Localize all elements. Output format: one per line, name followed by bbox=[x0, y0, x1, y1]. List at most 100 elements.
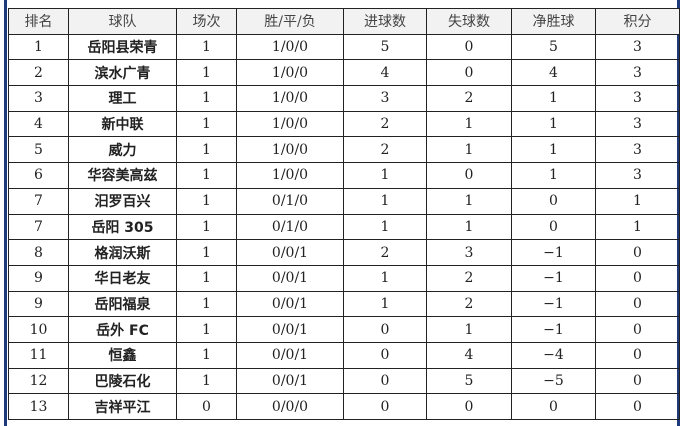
cell-goal-diff: 0 bbox=[511, 213, 596, 241]
cell-goals-against: 0 bbox=[426, 59, 512, 87]
cell-goal-diff: 1 bbox=[511, 85, 596, 112]
cell-played: 1 bbox=[176, 341, 237, 369]
cell-goals-for: 2 bbox=[343, 239, 427, 266]
cell-goal-diff: 4 bbox=[511, 59, 596, 87]
cell-goals-against: 2 bbox=[426, 85, 512, 112]
cell-goals-for: 1 bbox=[343, 213, 427, 241]
cell-played: 1 bbox=[176, 264, 237, 292]
cell-goal-diff: −1 bbox=[511, 264, 596, 292]
cell-rank: 4 bbox=[8, 110, 69, 138]
cell-goals-against: 1 bbox=[426, 110, 512, 138]
cell-rank: 8 bbox=[8, 239, 69, 266]
table-row: 3 理工 1 1/0/0 3 2 1 3 bbox=[8, 85, 680, 112]
cell-win-draw-loss: 0/0/1 bbox=[236, 341, 344, 369]
cell-points: 0 bbox=[595, 341, 680, 369]
cell-points: 3 bbox=[595, 162, 680, 189]
cell-team: 岳外 FC bbox=[68, 316, 177, 343]
cell-goals-for: 1 bbox=[343, 187, 427, 215]
table-row: 10 岳外 FC 1 0/0/1 0 1 −1 0 bbox=[8, 316, 680, 343]
cell-points: 3 bbox=[595, 110, 680, 138]
cell-rank: 1 bbox=[8, 33, 69, 61]
cell-played: 1 bbox=[176, 33, 237, 61]
cell-goals-for: 4 bbox=[343, 59, 427, 87]
table-row: 9 岳阳福泉 1 0/0/1 1 2 −1 0 bbox=[8, 290, 680, 318]
standings-table: 排名 球队 场次 胜/平/负 进球数 失球数 净胜球 积分 1 岳阳县荣青 1 1/0/0 5 0 5 3 2… bbox=[8, 8, 680, 420]
cell-goals-for: 0 bbox=[343, 367, 427, 395]
cell-team: 理工 bbox=[68, 85, 177, 112]
cell-rank: 10 bbox=[8, 316, 69, 343]
cell-team: 华容美高兹 bbox=[68, 162, 177, 189]
header-win-draw-loss: 胜/平/负 bbox=[236, 8, 344, 35]
cell-played: 1 bbox=[176, 136, 237, 164]
cell-played: 1 bbox=[176, 239, 237, 266]
cell-rank: 13 bbox=[8, 393, 69, 420]
cell-points: 0 bbox=[595, 239, 680, 266]
cell-goals-for: 5 bbox=[343, 33, 427, 61]
cell-team: 滨水广青 bbox=[68, 59, 177, 87]
cell-goal-diff: −1 bbox=[511, 316, 596, 343]
cell-goals-against: 2 bbox=[426, 290, 512, 318]
cell-goal-diff: −4 bbox=[511, 341, 596, 369]
cell-goals-for: 1 bbox=[343, 290, 427, 318]
cell-goal-diff: 1 bbox=[511, 162, 596, 189]
cell-win-draw-loss: 1/0/0 bbox=[236, 136, 344, 164]
cell-goals-for: 2 bbox=[343, 136, 427, 164]
cell-goals-against: 2 bbox=[426, 264, 512, 292]
cell-goal-diff: 0 bbox=[511, 187, 596, 215]
cell-played: 1 bbox=[176, 213, 237, 241]
cell-played: 1 bbox=[176, 110, 237, 138]
header-points: 积分 bbox=[595, 8, 680, 35]
header-row: 排名 球队 场次 胜/平/负 进球数 失球数 净胜球 积分 bbox=[8, 8, 680, 35]
cell-team: 格润沃斯 bbox=[68, 239, 177, 266]
cell-goals-against: 1 bbox=[426, 316, 512, 343]
cell-team: 华日老友 bbox=[68, 264, 177, 292]
cell-rank: 3 bbox=[8, 85, 69, 112]
table-row: 7 汨罗百兴 1 0/1/0 1 1 0 1 bbox=[8, 187, 680, 215]
cell-points: 0 bbox=[595, 290, 680, 318]
cell-points: 1 bbox=[595, 213, 680, 241]
table-row: 13 吉祥平江 0 0/0/0 0 0 0 0 bbox=[8, 393, 680, 420]
cell-team: 新中联 bbox=[68, 110, 177, 138]
table-row: 2 滨水广青 1 1/0/0 4 0 4 3 bbox=[8, 59, 680, 87]
cell-goals-against: 4 bbox=[426, 341, 512, 369]
cell-goals-for: 0 bbox=[343, 316, 427, 343]
cell-points: 3 bbox=[595, 59, 680, 87]
cell-goals-for: 1 bbox=[343, 162, 427, 189]
table-row: 5 威力 1 1/0/0 2 1 1 3 bbox=[8, 136, 680, 164]
cell-rank: 7 bbox=[8, 187, 69, 215]
cell-team: 威力 bbox=[68, 136, 177, 164]
cell-played: 1 bbox=[176, 187, 237, 215]
cell-win-draw-loss: 0/1/0 bbox=[236, 213, 344, 241]
cell-goal-diff: 0 bbox=[511, 393, 596, 420]
cell-goal-diff: 1 bbox=[511, 110, 596, 138]
header-goals-against: 失球数 bbox=[426, 8, 512, 35]
cell-goals-for: 0 bbox=[343, 341, 427, 369]
cell-points: 3 bbox=[595, 33, 680, 61]
cell-rank: 2 bbox=[8, 59, 69, 87]
cell-goal-diff: −1 bbox=[511, 290, 596, 318]
cell-goal-diff: 1 bbox=[511, 136, 596, 164]
cell-team: 岳阳县荣青 bbox=[68, 33, 177, 61]
cell-win-draw-loss: 0/0/1 bbox=[236, 239, 344, 266]
cell-points: 0 bbox=[595, 367, 680, 395]
table-row: 1 岳阳县荣青 1 1/0/0 5 0 5 3 bbox=[8, 33, 680, 61]
cell-win-draw-loss: 1/0/0 bbox=[236, 162, 344, 189]
cell-team: 岳阳福泉 bbox=[68, 290, 177, 318]
cell-rank: 6 bbox=[8, 162, 69, 189]
cell-goals-against: 1 bbox=[426, 187, 512, 215]
cell-win-draw-loss: 1/0/0 bbox=[236, 85, 344, 112]
cell-goals-against: 0 bbox=[426, 162, 512, 189]
cell-played: 1 bbox=[176, 316, 237, 343]
cell-rank: 11 bbox=[8, 341, 69, 369]
header-played: 场次 bbox=[176, 8, 237, 35]
cell-team: 巴陵石化 bbox=[68, 367, 177, 395]
cell-goals-for: 2 bbox=[343, 110, 427, 138]
cell-rank: 9 bbox=[8, 264, 69, 292]
cell-win-draw-loss: 0/0/1 bbox=[236, 316, 344, 343]
cell-win-draw-loss: 0/0/1 bbox=[236, 290, 344, 318]
cell-played: 1 bbox=[176, 59, 237, 87]
cell-win-draw-loss: 0/1/0 bbox=[236, 187, 344, 215]
cell-points: 0 bbox=[595, 316, 680, 343]
table-row: 8 格润沃斯 1 0/0/1 2 3 −1 0 bbox=[8, 239, 680, 266]
cell-rank: 7 bbox=[8, 213, 69, 241]
